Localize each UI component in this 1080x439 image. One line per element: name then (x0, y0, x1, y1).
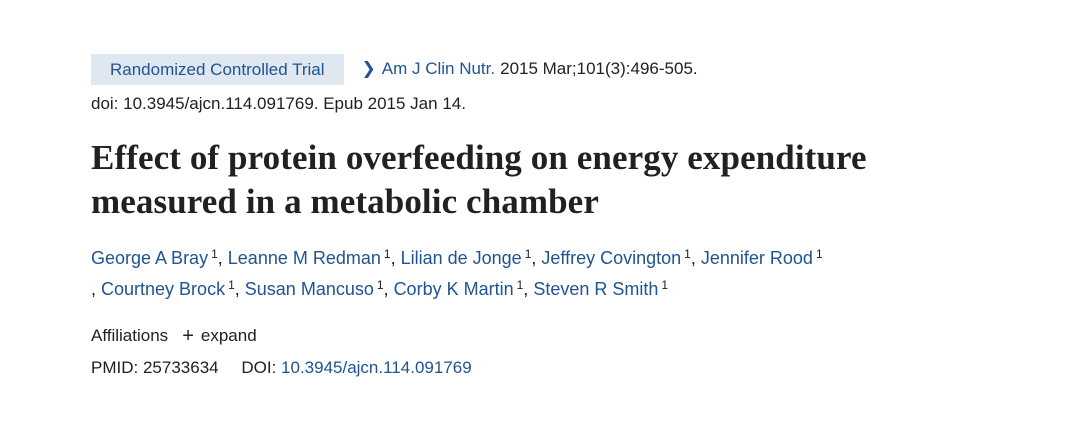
doi-label: DOI: (241, 358, 277, 377)
journal-link[interactable]: Am J Clin Nutr. (381, 59, 496, 78)
plus-icon: + (182, 325, 194, 347)
author-item: Jennifer Rood 1 (701, 248, 823, 268)
affiliations-label: Affiliations (91, 326, 169, 345)
citation-line: Randomized Controlled Trial ❯ Am J Clin … (91, 52, 1051, 86)
author-link[interactable]: Steven R Smith (533, 279, 659, 299)
author-list: George A Bray 1, Leanne M Redman 1, Lilian… (91, 243, 1051, 305)
author-link[interactable]: Jennifer Rood (700, 248, 813, 268)
chevron-right-icon: ❯ (361, 59, 376, 78)
citation-details: 2015 Mar;101(3):496-505. (500, 59, 698, 78)
publication-type-badge: Randomized Controlled Trial (91, 53, 344, 85)
author-item: Leanne M Redman 1 (228, 248, 391, 268)
author-link[interactable]: Courtney Brock (101, 279, 226, 299)
author-link[interactable]: Corby K Martin (393, 279, 514, 299)
doi-epub-line: doi: 10.3945/ajcn.114.091769. Epub 2015 … (91, 94, 466, 113)
expand-affiliations-button[interactable]: + expand (182, 322, 256, 350)
author-item: Courtney Brock 1 (101, 279, 235, 299)
article-title: Effect of protein overfeeding on energy … (91, 136, 1051, 224)
affiliation-marker[interactable]: 1 (211, 247, 218, 261)
pmid-value: 25733634 (142, 358, 219, 377)
affiliations-row: Affiliations + expand (91, 322, 1051, 350)
author-link[interactable]: Jeffrey Covington (541, 248, 682, 268)
article-header: Randomized Controlled Trial ❯ Am J Clin … (91, 52, 1051, 383)
author-item: Lilian de Jonge 1 (401, 248, 532, 268)
affiliation-marker[interactable]: 1 (524, 247, 532, 261)
title-line-2: measured in a metabolic chamber (91, 182, 599, 221)
author-link[interactable]: Leanne M Redman (227, 248, 381, 268)
affiliation-marker[interactable]: 1 (661, 278, 669, 292)
author-item: Jeffrey Covington 1 (541, 248, 690, 268)
affiliation-marker[interactable]: 1 (228, 278, 235, 292)
affiliation-marker[interactable]: 1 (684, 247, 691, 261)
author-item: Corby K Martin 1 (394, 279, 524, 299)
author-link[interactable]: George A Bray (91, 248, 209, 268)
author-item: Steven R Smith 1 (533, 279, 668, 299)
pmid-label: PMID: (91, 358, 139, 377)
author-item: George A Bray 1 (91, 248, 218, 268)
author-link[interactable]: Lilian de Jonge (400, 248, 522, 268)
affiliation-marker[interactable]: 1 (376, 278, 384, 292)
author-link[interactable]: Susan Mancuso (244, 279, 374, 299)
title-line-1: Effect of protein overfeeding on energy … (91, 138, 867, 177)
affiliation-marker[interactable]: 1 (383, 247, 391, 261)
expand-label: expand (200, 326, 257, 345)
author-line-2: , Courtney Brock 1, Susan Mancuso 1, Corby… (91, 278, 669, 299)
identifiers-row: PMID: 25733634 DOI: 10.3945/ajcn.114.091… (91, 353, 1051, 383)
author-line-1: George A Bray 1, Leanne M Redman 1, Lilian… (91, 247, 823, 268)
doi-link[interactable]: 10.3945/ajcn.114.091769 (281, 358, 472, 377)
affiliation-marker[interactable]: 1 (516, 278, 524, 292)
author-item: Susan Mancuso 1 (245, 279, 384, 299)
affiliation-marker[interactable]: 1 (815, 247, 823, 261)
